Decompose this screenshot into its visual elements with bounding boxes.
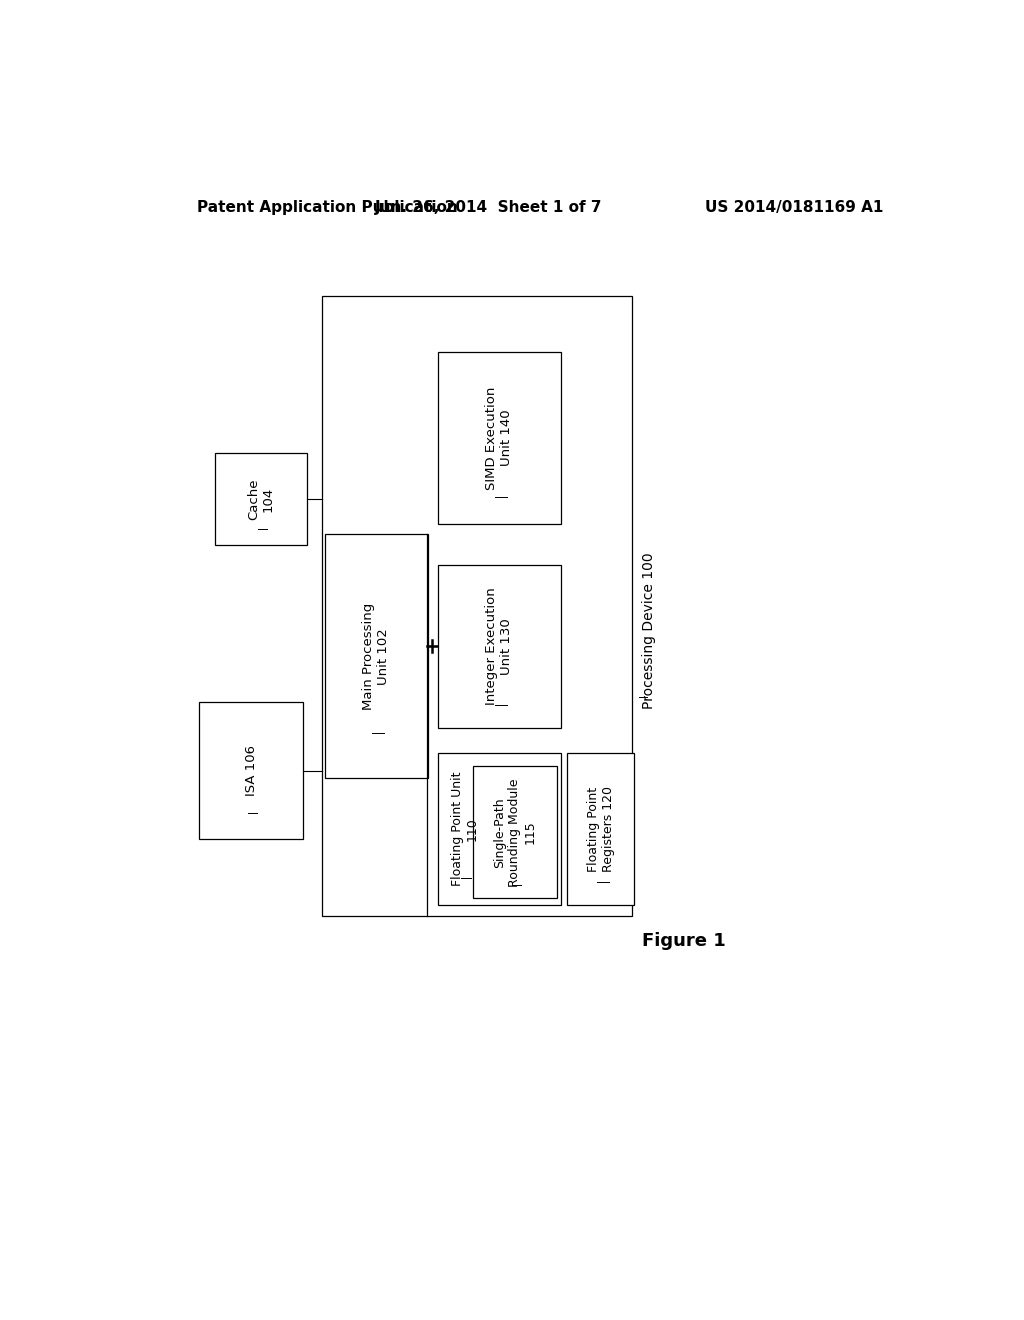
Text: Single-Path
Rounding Module
115: Single-Path Rounding Module 115 [494,777,537,887]
Text: ISA 106: ISA 106 [245,746,257,796]
Text: Cache
104: Cache 104 [247,478,274,520]
Bar [437,351,560,524]
Text: Processing Device 100: Processing Device 100 [642,553,656,709]
Text: Integer Execution
Unit 130: Integer Execution Unit 130 [485,587,513,705]
Bar [473,766,557,899]
Bar [323,296,632,916]
Bar [567,752,634,906]
Bar [325,535,428,779]
Text: SIMD Execution
Unit 140: SIMD Execution Unit 140 [485,387,513,490]
Text: Floating Point Unit
110: Floating Point Unit 110 [451,772,478,887]
Bar [437,752,560,906]
Text: Floating Point
Registers 120: Floating Point Registers 120 [587,787,614,873]
Bar [437,565,560,727]
Text: Jun. 26, 2014  Sheet 1 of 7: Jun. 26, 2014 Sheet 1 of 7 [376,199,603,215]
Bar [215,453,306,545]
Text: US 2014/0181169 A1: US 2014/0181169 A1 [706,199,884,215]
Text: Main Processing
Unit 102: Main Processing Unit 102 [362,603,390,710]
Bar [200,702,303,840]
Text: Patent Application Publication: Patent Application Publication [197,199,458,215]
Text: Figure 1: Figure 1 [642,932,725,950]
